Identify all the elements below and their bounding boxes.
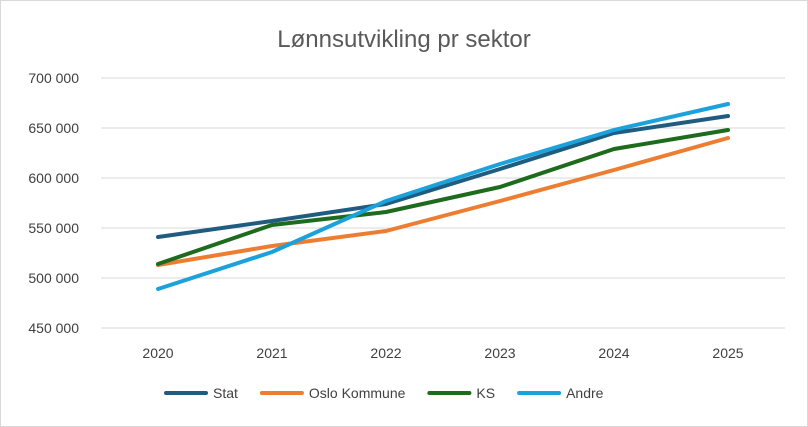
chart-title: Lønnsutvikling pr sektor: [277, 26, 530, 53]
y-tick-label: 450 000: [28, 320, 79, 336]
y-tick-label: 650 000: [28, 120, 79, 136]
legend-item: Oslo Kommune: [259, 385, 406, 401]
legend-label: Stat: [213, 385, 238, 401]
series-line-andre: [156, 102, 730, 291]
series-lines: [156, 102, 730, 291]
x-tick-label: 2024: [598, 345, 629, 361]
x-tick-label: 2023: [484, 345, 515, 361]
legend-label: Andre: [566, 385, 604, 401]
legend-label: KS: [476, 385, 495, 401]
legend-label: Oslo Kommune: [309, 385, 406, 401]
x-axis-tick-labels: 2020 2021 2022 2023 2024 2025: [142, 345, 743, 361]
legend: Stat Oslo Kommune KS Andre: [164, 385, 604, 401]
x-tick-label: 2025: [712, 345, 743, 361]
legend-item: KS: [427, 385, 495, 401]
series-line-stat: [156, 114, 730, 239]
series-line-ks: [156, 128, 730, 266]
y-axis-tick-labels: 450 000 500 000 550 000 600 000 650 000 700 0…: [28, 70, 79, 336]
series-line-oslo-kommune: [156, 136, 730, 267]
x-tick-label: 2021: [256, 345, 287, 361]
y-tick-label: 600 000: [28, 170, 79, 186]
x-tick-label: 2020: [142, 345, 173, 361]
x-tick-label: 2022: [370, 345, 401, 361]
y-tick-label: 550 000: [28, 220, 79, 236]
legend-item: Stat: [164, 385, 238, 401]
legend-item: Andre: [517, 385, 604, 401]
y-tick-label: 700 000: [28, 70, 79, 86]
y-tick-label: 500 000: [28, 270, 79, 286]
